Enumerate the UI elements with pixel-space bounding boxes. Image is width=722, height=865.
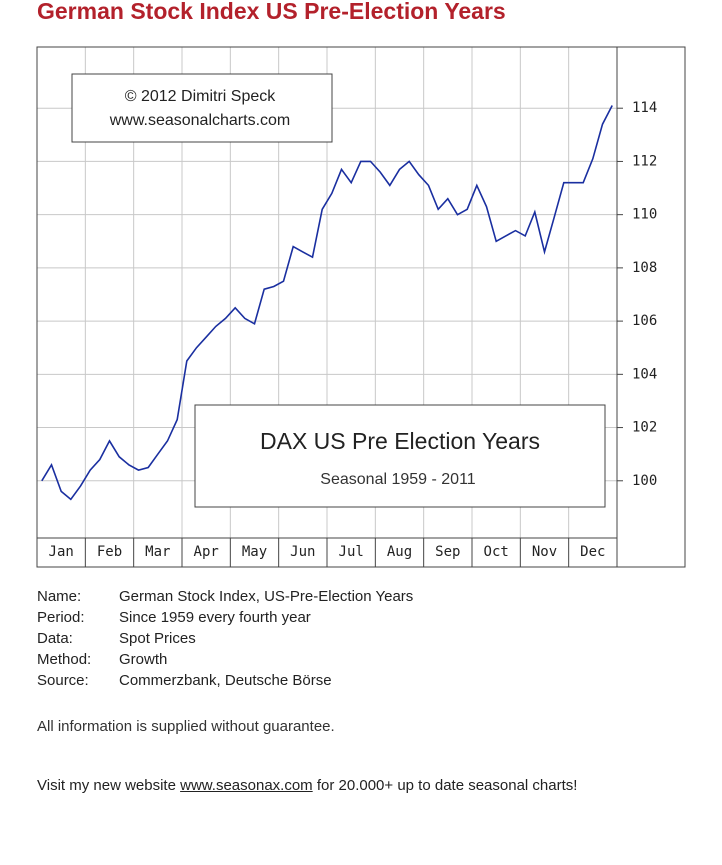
x-tick-label: Nov: [532, 544, 557, 560]
x-tick-label: Dec: [580, 544, 605, 560]
visit-line: Visit my new website www.seasonax.com fo…: [37, 777, 577, 794]
legend-box: [194, 404, 606, 508]
y-tick-label: 108: [632, 260, 657, 276]
info-row: Source: Commerzbank, Deutsche Börse: [37, 670, 413, 691]
chart-title: DAX US Pre Election Years: [260, 428, 540, 454]
y-tick-label: 104: [632, 366, 657, 382]
info-value: German Stock Index, US-Pre-Election Year…: [119, 588, 414, 605]
info-key: Method:: [37, 651, 92, 668]
disclaimer: All information is supplied without guar…: [37, 718, 335, 735]
y-tick-label: 114: [632, 100, 657, 116]
info-key: Period:: [37, 609, 85, 626]
info-value: Commerzbank, Deutsche Börse: [119, 672, 332, 689]
info-row: Data: Spot Prices: [37, 628, 413, 649]
y-tick-label: 102: [632, 420, 657, 436]
info-row: Method: Growth: [37, 649, 413, 670]
chart-subtitle: Seasonal 1959 - 2011: [320, 471, 475, 488]
x-tick-label: Aug: [387, 544, 412, 560]
y-tick-label: 100: [632, 473, 657, 489]
x-tick-label: Oct: [484, 544, 509, 560]
visit-text: Visit my new website: [37, 777, 181, 794]
x-tick-label: Jul: [339, 544, 364, 560]
chart: 100 102 104 106 108 110 112 114 Jan Feb Mar Apr May J…: [36, 46, 686, 568]
copyright-box: [71, 73, 333, 143]
info-key: Name:: [37, 588, 82, 605]
x-tick-label: Jan: [49, 544, 74, 560]
info-key: Data:: [37, 630, 73, 647]
info-value: Since 1959 every fourth year: [119, 609, 311, 626]
info-row: Period: Since 1959 every fourth year: [37, 607, 413, 628]
annotation: © 2012 Dimitri Speck: [125, 88, 277, 105]
x-tick-label: May: [242, 544, 267, 560]
y-tick-label: 110: [632, 207, 657, 223]
info-row: Name: German Stock Index, US-Pre-Election…: [37, 586, 413, 607]
info-value: Growth: [119, 651, 168, 668]
annotation: www.seasonalcharts.com: [109, 112, 291, 129]
info: Name: German Stock Index, US-Pre-Election…: [37, 586, 413, 691]
plot-frame: [36, 46, 686, 568]
website-link[interactable]: www.seasonax.com: [180, 777, 313, 794]
x-tick-label: Sep: [435, 544, 460, 560]
line-series: [41, 105, 613, 501]
x-tick-label: Jun: [290, 544, 315, 560]
y-tick-label: 112: [632, 153, 657, 169]
visit-text: for 20.000+ up to date seasonal charts!: [312, 777, 578, 794]
info-value: Spot Prices: [119, 630, 196, 647]
page-title: German Stock Index US Pre-Election Years: [37, 0, 506, 24]
x-tick-label: Feb: [97, 544, 122, 560]
info-table: Name: German Stock Index, US-Pre-Election…: [37, 586, 413, 691]
x-tick-label: Apr: [194, 544, 219, 560]
info-key: Source:: [37, 672, 89, 689]
y-tick-label: 106: [632, 313, 657, 329]
x-tick-label: Mar: [145, 544, 170, 560]
